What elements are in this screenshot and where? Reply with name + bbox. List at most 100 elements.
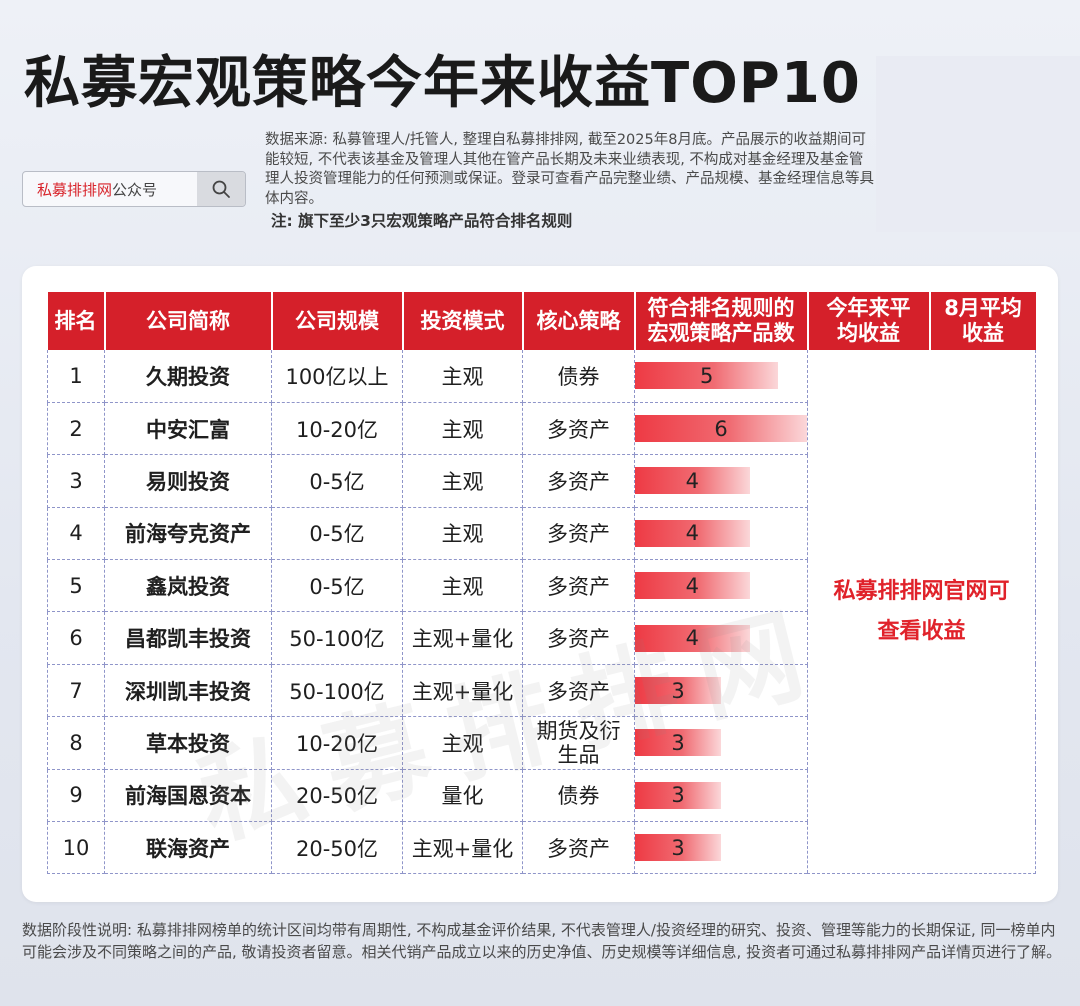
search-button[interactable] (197, 172, 245, 206)
cell-strategy: 多资产 (522, 821, 635, 875)
ranking-rule-note: 注: 旗下至少3只宏观策略产品符合排名规则 (271, 212, 573, 230)
cell-company: 中安汇富 (104, 402, 272, 456)
product-count-bar: 3 (635, 781, 721, 809)
table-row: 9 前海国恩资本 20-50亿 量化 债券 3 (47, 769, 1036, 823)
cell-product-count: 4 (634, 611, 808, 665)
cell-product-count: 3 (634, 664, 808, 718)
cell-rank: 5 (47, 559, 105, 613)
cell-rank: 7 (47, 664, 105, 718)
table-row: 6 昌都凯丰投资 50-100亿 主观+量化 多资产 4 (47, 611, 1036, 665)
cell-company: 鑫岚投资 (104, 559, 272, 613)
search-box[interactable]: 私募排排网 公众号 (22, 171, 246, 207)
cell-strategy: 多资产 (522, 402, 635, 456)
search-suffix-text: 公众号 (112, 180, 158, 199)
header-aug-return: 8月平均收益 (929, 292, 1036, 350)
cell-company: 联海资产 (104, 821, 272, 875)
cell-strategy: 多资产 (522, 454, 635, 508)
cell-scale: 10-20亿 (271, 716, 403, 770)
cell-product-count: 3 (634, 716, 808, 770)
product-count-bar: 3 (635, 677, 721, 705)
product-count-bar: 3 (635, 729, 721, 757)
view-returns-note: 私募排排网官网可查看收益 (833, 578, 1010, 644)
qr-code-area (876, 56, 1080, 232)
product-count-bar: 3 (635, 834, 721, 862)
cell-rank: 3 (47, 454, 105, 508)
cell-mode: 主观+量化 (402, 821, 523, 875)
cell-product-count: 4 (634, 454, 808, 508)
table-row: 8 草本投资 10-20亿 主观 期货及衍生品 3 (47, 716, 1036, 770)
cell-strategy: 多资产 (522, 507, 635, 561)
footer-disclaimer: 数据阶段性说明: 私募排排网榜单的统计区间均带有周期性, 不构成基金评价结果, … (22, 921, 1062, 961)
cell-rank: 2 (47, 402, 105, 456)
cell-scale: 20-50亿 (271, 769, 403, 823)
cell-mode: 主观 (402, 454, 523, 508)
cell-scale: 20-50亿 (271, 821, 403, 875)
cell-company: 久期投资 (104, 350, 272, 403)
cell-strategy: 债券 (522, 769, 635, 823)
cell-strategy: 多资产 (522, 611, 635, 665)
source-note-text: 数据来源: 私募管理人/托管人, 整理自私募排排网, 截至2025年8月底。产品… (265, 132, 874, 207)
search-brand-text: 私募排排网 (37, 180, 113, 199)
cell-scale: 0-5亿 (271, 454, 403, 508)
cell-strategy: 多资产 (522, 559, 635, 613)
cell-product-count: 5 (634, 350, 808, 403)
cell-rank: 8 (47, 716, 105, 770)
product-count-bar: 4 (635, 572, 750, 600)
header-rank: 排名 (47, 292, 106, 350)
table-header-row: 排名 公司简称 公司规模 投资模式 核心策略 符合排名规则的宏观策略产品数 今年… (47, 292, 1036, 350)
header-scale: 公司规模 (271, 292, 404, 350)
cell-rank: 1 (47, 350, 105, 403)
product-count-bar: 5 (635, 362, 779, 390)
cell-strategy: 债券 (522, 350, 635, 403)
cell-strategy: 期货及衍生品 (522, 716, 635, 770)
cell-company: 易则投资 (104, 454, 272, 508)
cell-rank: 4 (47, 507, 105, 561)
header-ytd-return: 今年来平均收益 (807, 292, 931, 350)
cell-scale: 10-20亿 (271, 402, 403, 456)
cell-product-count: 4 (634, 559, 808, 613)
table-row: 3 易则投资 0-5亿 主观 多资产 4 (47, 454, 1036, 508)
header-strategy: 核心策略 (522, 292, 636, 350)
product-count-bar: 4 (635, 624, 750, 652)
table-row: 1 久期投资 100亿以上 主观 债券 5 私募排排网官网可查看收益 (47, 350, 1036, 875)
search-icon (212, 180, 230, 198)
cell-rank: 6 (47, 611, 105, 665)
ranking-table: 排名 公司简称 公司规模 投资模式 核心策略 符合排名规则的宏观策略产品数 今年… (47, 292, 1036, 875)
table-row: 10 联海资产 20-50亿 主观+量化 多资产 3 (47, 821, 1036, 875)
product-count-bar: 6 (635, 415, 807, 443)
cell-rank: 9 (47, 769, 105, 823)
header-company: 公司简称 (104, 292, 273, 350)
product-count-bar: 4 (635, 467, 750, 495)
table-row: 5 鑫岚投资 0-5亿 主观 多资产 4 (47, 559, 1036, 613)
cell-mode: 主观 (402, 402, 523, 456)
header-mode: 投资模式 (402, 292, 524, 350)
cell-mode: 主观+量化 (402, 664, 523, 718)
cell-product-count: 4 (634, 507, 808, 561)
cell-product-count: 3 (634, 821, 808, 875)
cell-mode: 主观 (402, 507, 523, 561)
cell-scale: 0-5亿 (271, 559, 403, 613)
table-row: 2 中安汇富 10-20亿 主观 多资产 6 (47, 402, 1036, 456)
cell-mode: 量化 (402, 769, 523, 823)
cell-company: 前海国恩资本 (104, 769, 272, 823)
header-product-count: 符合排名规则的宏观策略产品数 (634, 292, 809, 350)
cell-product-count: 6 (634, 402, 808, 456)
cell-strategy: 多资产 (522, 664, 635, 718)
cell-scale: 0-5亿 (271, 507, 403, 561)
cell-company: 昌都凯丰投资 (104, 611, 272, 665)
cell-rank: 10 (47, 821, 105, 875)
cell-scale: 100亿以上 (271, 350, 403, 403)
cell-company: 草本投资 (104, 716, 272, 770)
product-count-bar: 4 (635, 519, 750, 547)
search-input[interactable]: 私募排排网 公众号 (23, 172, 197, 206)
cell-scale: 50-100亿 (271, 664, 403, 718)
cell-mode: 主观 (402, 559, 523, 613)
cell-company: 前海夸克资产 (104, 507, 272, 561)
table-row: 7 深圳凯丰投资 50-100亿 主观+量化 多资产 3 (47, 664, 1036, 718)
cell-mode: 主观 (402, 716, 523, 770)
cell-scale: 50-100亿 (271, 611, 403, 665)
page-title: 私募宏观策略今年来收益TOP10 (24, 51, 861, 116)
cell-product-count: 3 (634, 769, 808, 823)
cell-mode: 主观+量化 (402, 611, 523, 665)
table-row: 4 前海夸克资产 0-5亿 主观 多资产 4 (47, 507, 1036, 561)
